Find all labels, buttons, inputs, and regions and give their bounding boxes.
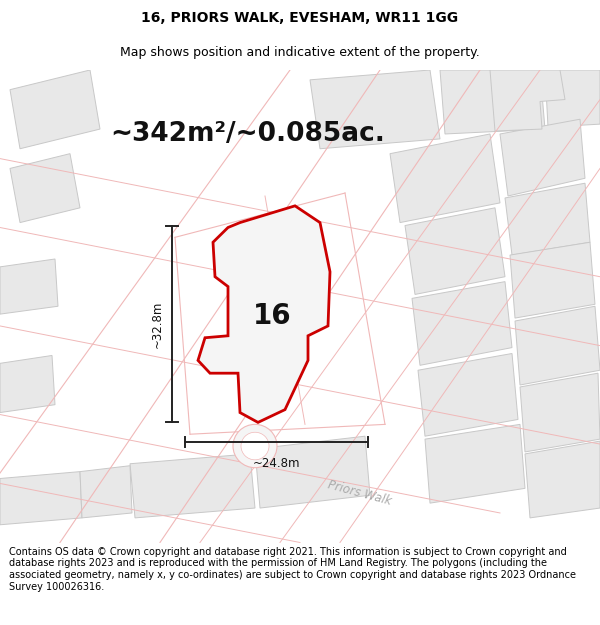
Polygon shape: [525, 441, 600, 518]
Circle shape: [233, 424, 277, 468]
Circle shape: [241, 432, 269, 460]
Text: 16, PRIORS WALK, EVESHAM, WR11 1GG: 16, PRIORS WALK, EVESHAM, WR11 1GG: [142, 11, 458, 24]
Polygon shape: [412, 282, 512, 365]
Polygon shape: [198, 206, 330, 422]
Polygon shape: [130, 454, 255, 518]
Polygon shape: [425, 424, 525, 503]
Polygon shape: [10, 154, 80, 222]
Polygon shape: [390, 134, 500, 222]
Text: ~342m²/~0.085ac.: ~342m²/~0.085ac.: [110, 121, 385, 147]
Text: ~32.8m: ~32.8m: [151, 300, 164, 348]
Polygon shape: [490, 70, 565, 131]
Polygon shape: [10, 70, 100, 149]
Polygon shape: [520, 373, 600, 452]
Text: ~24.8m: ~24.8m: [253, 457, 300, 470]
Text: Map shows position and indicative extent of the property.: Map shows position and indicative extent…: [120, 46, 480, 59]
Polygon shape: [80, 466, 132, 518]
Polygon shape: [0, 356, 55, 412]
Polygon shape: [545, 70, 600, 127]
Polygon shape: [405, 208, 505, 294]
Polygon shape: [440, 70, 545, 134]
Polygon shape: [310, 70, 440, 149]
Polygon shape: [0, 472, 82, 525]
Polygon shape: [418, 354, 518, 436]
Text: Contains OS data © Crown copyright and database right 2021. This information is : Contains OS data © Crown copyright and d…: [9, 547, 576, 591]
Text: 16: 16: [253, 302, 292, 330]
Polygon shape: [505, 183, 590, 255]
Polygon shape: [500, 119, 585, 196]
Polygon shape: [0, 259, 58, 314]
Polygon shape: [255, 436, 370, 508]
Text: Priors Walk: Priors Walk: [326, 479, 394, 508]
Polygon shape: [515, 306, 600, 385]
Polygon shape: [510, 242, 595, 318]
